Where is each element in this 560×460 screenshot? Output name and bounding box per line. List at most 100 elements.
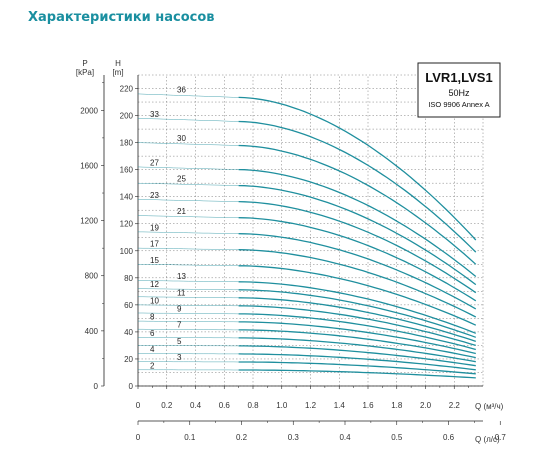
q2-tick-label: 0.5 [391, 433, 403, 442]
curve-line-thin-7 [138, 328, 239, 331]
curve-line-thin-12 [137, 288, 239, 291]
curve-label-17: 17 [150, 240, 159, 249]
curve-line-thin-15 [137, 264, 239, 267]
q-tick-label: 1.8 [391, 401, 403, 410]
q-axis-label: Q (м³/ч) [475, 402, 504, 411]
curve-line-thin-23 [137, 199, 239, 202]
curve-line-thin-27 [137, 166, 239, 170]
q2-tick-label: 0 [136, 433, 141, 442]
curve-label-9: 9 [177, 304, 182, 313]
q2-axis-label: Q (л/с) [475, 435, 500, 444]
curve-line-13 [238, 281, 477, 334]
h-tick-label: 140 [120, 193, 134, 202]
curve-label-7: 7 [177, 321, 182, 330]
q2-tick-label: 0.4 [339, 433, 351, 442]
curve-line-2 [238, 369, 476, 379]
curve-label-5: 5 [177, 337, 182, 346]
curve-line-thin-30 [137, 142, 239, 146]
q-tick-label: 0 [136, 401, 141, 410]
curve-label-2: 2 [150, 361, 155, 370]
p-tick-label: 2000 [80, 106, 98, 115]
curve-label-36: 36 [177, 85, 186, 94]
curve-label-11: 11 [177, 288, 186, 297]
q2-tick-label: 0.2 [236, 433, 248, 442]
q2-tick-label: 0.3 [288, 433, 300, 442]
p-tick-label: 1200 [80, 217, 98, 226]
curve-label-15: 15 [150, 256, 159, 265]
q-tick-label: 2.2 [449, 401, 461, 410]
h-tick-label: 40 [124, 328, 133, 337]
legend-frequency: 50Hz [448, 88, 470, 98]
q2-tick-label: 0.6 [443, 433, 455, 442]
axes: 0400800120016002000020406080100120140160… [80, 75, 506, 442]
curve-line-11 [238, 297, 477, 343]
h-tick-label: 20 [124, 355, 133, 364]
h-tick-label: 220 [120, 85, 134, 94]
curve-line-thin-10 [138, 304, 239, 307]
curve-label-21: 21 [177, 207, 186, 216]
curve-line-8 [238, 321, 476, 355]
curve-line-thin-9 [138, 312, 239, 315]
p-tick-label: 400 [85, 327, 99, 336]
legend-box [417, 62, 501, 118]
curve-line-9 [238, 313, 476, 351]
q-tick-label: 1.2 [305, 401, 317, 410]
curve-line-33 [238, 120, 477, 253]
curve-line-17 [238, 249, 477, 318]
grid [138, 74, 484, 387]
curve-line-thin-21 [137, 215, 239, 218]
h-tick-label: 160 [120, 166, 134, 175]
h-tick-label: 100 [120, 247, 134, 256]
curve-line-thin-36 [137, 93, 239, 98]
q2-tick-label: 0.1 [184, 433, 196, 442]
curve-line-23 [238, 200, 477, 294]
curves [137, 93, 477, 379]
curve-label-30: 30 [177, 134, 186, 143]
curve-line-thin-11 [138, 296, 239, 299]
curve-line-thin-25 [137, 182, 239, 186]
curve-line-thin-19 [138, 231, 239, 234]
p-axis-label: P [82, 59, 87, 68]
curve-label-13: 13 [177, 272, 186, 281]
q-tick-label: 0.6 [219, 401, 231, 410]
curve-line-25 [238, 184, 477, 286]
p-tick-label: 800 [85, 272, 99, 281]
q-tick-label: 2.0 [420, 401, 432, 410]
curve-line-thin-13 [137, 280, 239, 283]
h-axis-label: H [115, 59, 121, 68]
q-tick-label: 0.4 [190, 401, 202, 410]
curve-line-5 [238, 345, 476, 367]
curve-label-12: 12 [150, 280, 159, 289]
page-title: Характеристики насосов [28, 10, 215, 25]
curve-label-8: 8 [150, 313, 155, 322]
curve-label-27: 27 [150, 158, 159, 167]
q-tick-label: 0.8 [247, 401, 259, 410]
h-tick-label: 60 [124, 301, 133, 310]
curve-label-10: 10 [150, 296, 159, 305]
curve-line-3 [238, 361, 476, 375]
curve-line-27 [238, 168, 477, 278]
curve-line-thin-6 [137, 337, 239, 339]
curve-label-33: 33 [150, 110, 159, 119]
h-tick-label: 0 [129, 382, 134, 391]
curve-label-3: 3 [177, 353, 182, 362]
curve-label-6: 6 [150, 329, 155, 338]
curve-line-10 [238, 305, 476, 347]
curve-line-thin-33 [137, 118, 239, 122]
p-tick-label: 1600 [80, 161, 98, 170]
curve-label-23: 23 [150, 191, 159, 200]
curve-line-12 [238, 289, 477, 338]
q2-tick-label: 0.7 [495, 433, 507, 442]
q-tick-label: 1.6 [362, 401, 374, 410]
curve-line-15 [238, 265, 477, 326]
curve-line-30 [238, 144, 477, 265]
curve-line-thin-17 [137, 247, 239, 250]
curve-label-4: 4 [150, 345, 155, 354]
h-tick-label: 80 [124, 274, 133, 283]
curve-line-19 [238, 233, 477, 310]
p-axis-unit: [kPa] [76, 68, 94, 77]
legend-standard: ISO 9906 Annex A [428, 100, 489, 109]
curve-line-6 [238, 337, 476, 363]
curve-line-thin-5 [137, 345, 239, 347]
